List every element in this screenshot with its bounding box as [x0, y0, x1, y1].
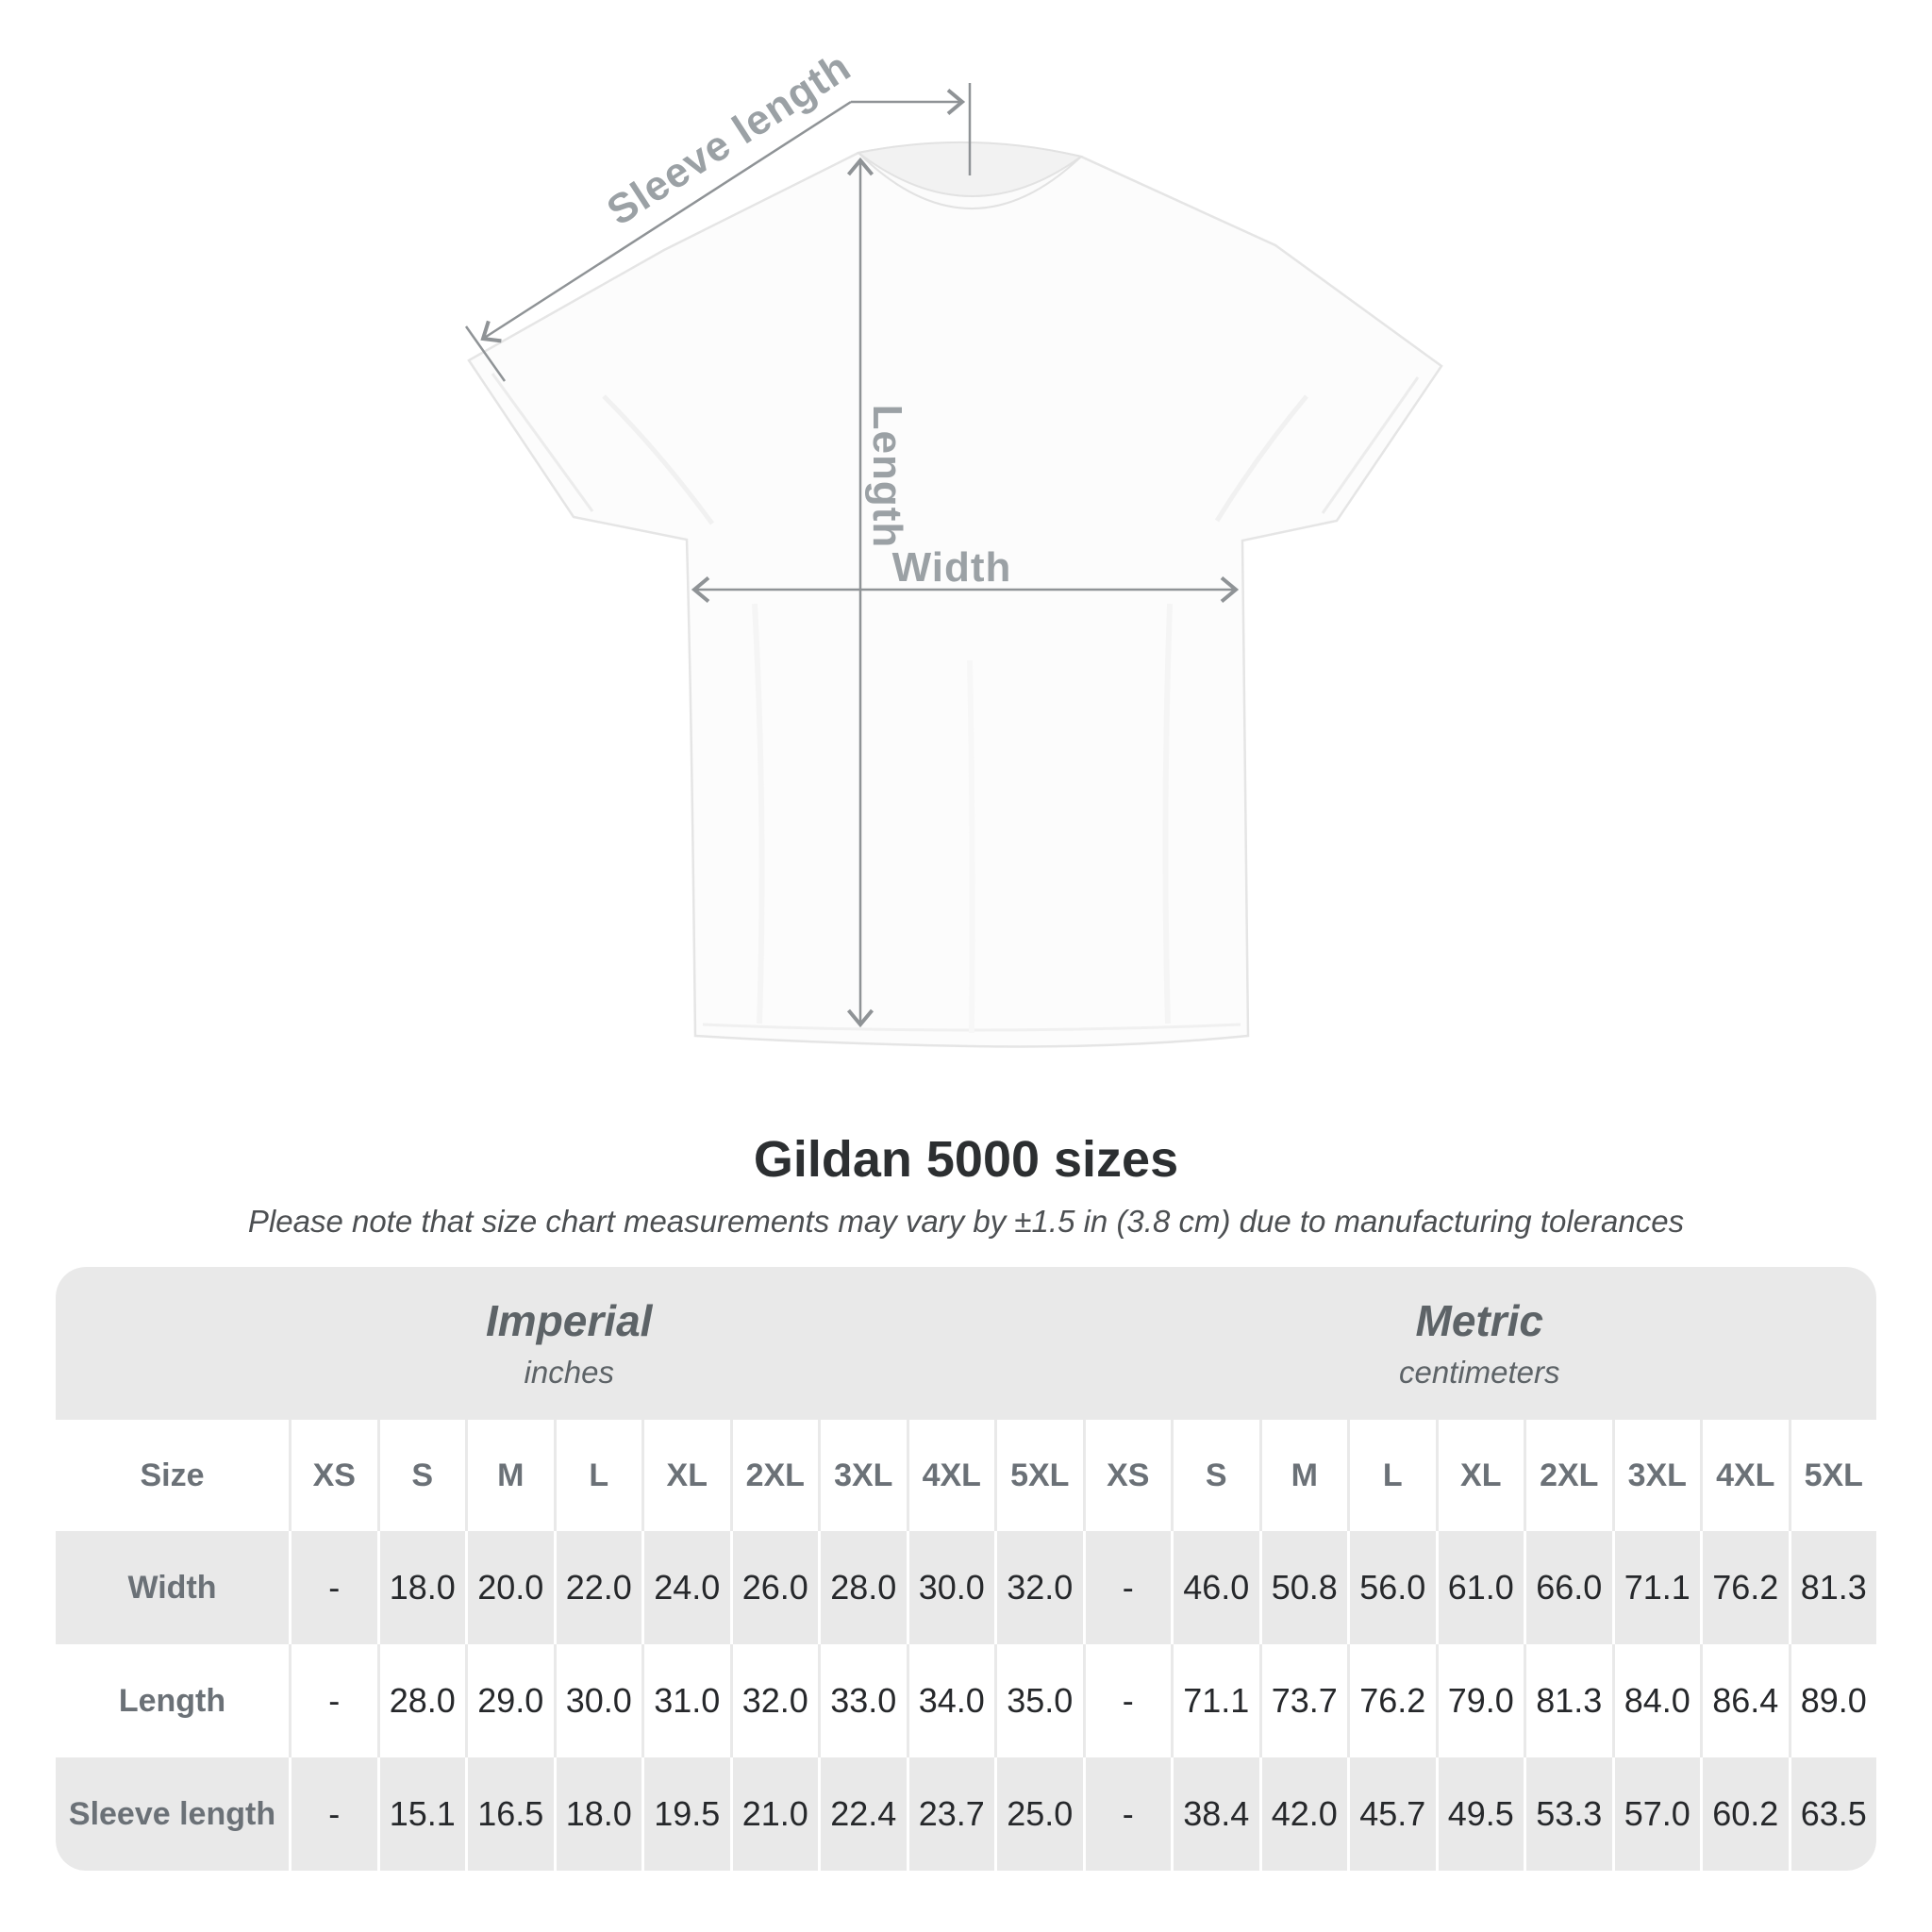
value-cell: 84.0	[1611, 1644, 1700, 1757]
value-cell: 28.0	[376, 1644, 465, 1757]
value-cell: 16.5	[465, 1757, 554, 1871]
value-cell: 34.0	[906, 1644, 994, 1757]
size-cell: M	[465, 1420, 554, 1531]
value-cell: 29.0	[465, 1644, 554, 1757]
value-cell: 20.0	[465, 1531, 554, 1644]
metric-label: Metric	[1415, 1295, 1543, 1345]
value-cell: -	[1082, 1644, 1171, 1757]
value-cell: 35.0	[994, 1644, 1083, 1757]
value-cell: 15.1	[376, 1757, 465, 1871]
value-cell: 32.0	[994, 1531, 1083, 1644]
value-cell: 56.0	[1347, 1531, 1436, 1644]
value-cell: 49.5	[1435, 1757, 1524, 1871]
value-cell: 63.5	[1788, 1757, 1876, 1871]
imperial-group-header: Imperial inches	[56, 1267, 1083, 1420]
row-label: Length	[56, 1644, 289, 1757]
title-block: Gildan 5000 sizes Please note that size …	[0, 1130, 1932, 1240]
value-cell: 38.4	[1171, 1757, 1259, 1871]
value-cell: -	[289, 1644, 377, 1757]
size-cell: 3XL	[818, 1420, 907, 1531]
size-table: Imperial inches Metric centimeters Size …	[56, 1267, 1876, 1871]
collar-band	[858, 152, 1082, 209]
size-cell: M	[1258, 1420, 1347, 1531]
value-cell: 18.0	[553, 1757, 641, 1871]
width-row: Width - 18.0 20.0 22.0 24.0 26.0 28.0 30…	[56, 1531, 1876, 1644]
tshirt-illustration	[467, 141, 1443, 1048]
value-cell: 79.0	[1435, 1644, 1524, 1757]
imperial-unit-label: inches	[524, 1355, 614, 1391]
value-cell: -	[1082, 1757, 1171, 1871]
value-cell: 33.0	[818, 1644, 907, 1757]
size-cell: 5XL	[994, 1420, 1083, 1531]
row-label: Sleeve length	[56, 1757, 289, 1871]
value-cell: 73.7	[1258, 1644, 1347, 1757]
value-cell: -	[289, 1757, 377, 1871]
value-cell: 81.3	[1788, 1531, 1876, 1644]
size-cell: 5XL	[1788, 1420, 1876, 1531]
metric-group-header: Metric centimeters	[1082, 1267, 1876, 1420]
length-row: Length - 28.0 29.0 30.0 31.0 32.0 33.0 3…	[56, 1644, 1876, 1757]
row-label: Width	[56, 1531, 289, 1644]
tolerance-note: Please note that size chart measurements…	[247, 1204, 1685, 1239]
size-col-header: Size	[56, 1420, 289, 1531]
value-cell: 71.1	[1611, 1531, 1700, 1644]
size-cell: XL	[641, 1420, 730, 1531]
width-label: Width	[892, 544, 1012, 591]
value-cell: 89.0	[1788, 1644, 1876, 1757]
value-cell: 57.0	[1611, 1757, 1700, 1871]
value-cell: 45.7	[1347, 1757, 1436, 1871]
metric-unit-label: centimeters	[1398, 1355, 1560, 1391]
value-cell: 22.0	[553, 1531, 641, 1644]
size-cell: 3XL	[1611, 1420, 1700, 1531]
size-cell: L	[553, 1420, 641, 1531]
value-cell: 32.0	[729, 1644, 818, 1757]
length-label: Length	[864, 405, 910, 549]
value-cell: -	[1082, 1531, 1171, 1644]
value-cell: 60.2	[1700, 1757, 1789, 1871]
value-cell: 86.4	[1700, 1644, 1789, 1757]
value-cell: 26.0	[729, 1531, 818, 1644]
value-cell: 30.0	[906, 1531, 994, 1644]
value-cell: 23.7	[906, 1757, 994, 1871]
value-cell: 21.0	[729, 1757, 818, 1871]
imperial-label: Imperial	[486, 1295, 653, 1345]
size-cell: L	[1347, 1420, 1436, 1531]
value-cell: 61.0	[1435, 1531, 1524, 1644]
size-cell: 2XL	[729, 1420, 818, 1531]
size-cell: S	[376, 1420, 465, 1531]
value-cell: 31.0	[641, 1644, 730, 1757]
value-cell: 42.0	[1258, 1757, 1347, 1871]
size-cell: 2XL	[1524, 1420, 1612, 1531]
value-cell: 18.0	[376, 1531, 465, 1644]
value-cell: 71.1	[1171, 1644, 1259, 1757]
size-cell: XS	[289, 1420, 377, 1531]
value-cell: 46.0	[1171, 1531, 1259, 1644]
value-cell: 53.3	[1524, 1757, 1612, 1871]
page-title: Gildan 5000 sizes	[753, 1131, 1179, 1188]
value-cell: 25.0	[994, 1757, 1083, 1871]
size-cell: XS	[1082, 1420, 1171, 1531]
unit-group-header-row: Imperial inches Metric centimeters	[56, 1267, 1876, 1420]
value-cell: 30.0	[553, 1644, 641, 1757]
size-cell: S	[1171, 1420, 1259, 1531]
value-cell: -	[289, 1531, 377, 1644]
value-cell: 81.3	[1524, 1644, 1612, 1757]
value-cell: 24.0	[641, 1531, 730, 1644]
size-cell: 4XL	[1700, 1420, 1789, 1531]
value-cell: 76.2	[1347, 1644, 1436, 1757]
sleeve-length-arrow	[464, 83, 972, 382]
tshirt-measurement-diagram: Sleeve length Length Width	[464, 43, 1443, 1048]
size-cell: XL	[1435, 1420, 1524, 1531]
value-cell: 50.8	[1258, 1531, 1347, 1644]
size-header-row: Size XS S M L XL 2XL 3XL 4XL 5XL XS S M …	[56, 1420, 1876, 1531]
value-cell: 28.0	[818, 1531, 907, 1644]
value-cell: 76.2	[1700, 1531, 1789, 1644]
value-cell: 19.5	[641, 1757, 730, 1871]
value-cell: 66.0	[1524, 1531, 1612, 1644]
size-cell: 4XL	[906, 1420, 994, 1531]
sleeve-length-row: Sleeve length - 15.1 16.5 18.0 19.5 21.0…	[56, 1757, 1876, 1871]
value-cell: 22.4	[818, 1757, 907, 1871]
